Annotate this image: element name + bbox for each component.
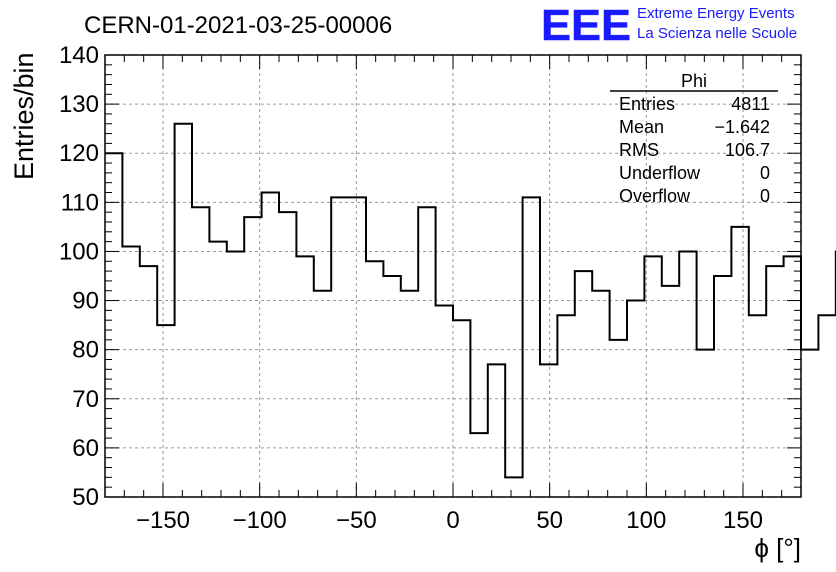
histogram-bin xyxy=(140,266,157,497)
histogram-bin xyxy=(279,212,296,497)
eee-logo: EEE xyxy=(541,1,631,50)
histogram-bin xyxy=(575,271,592,497)
histogram-bin xyxy=(192,207,209,497)
grid-layer xyxy=(105,55,801,497)
histogram-bin xyxy=(157,325,174,497)
y-tick-label: 50 xyxy=(72,484,99,511)
y-tick-label: 80 xyxy=(72,337,99,364)
stats-value-rms: 106.7 xyxy=(725,140,770,160)
histogram-bin xyxy=(679,251,696,497)
y-tick-label: 110 xyxy=(61,189,99,216)
y-tick-label: 70 xyxy=(72,386,99,413)
x-tick-label: −50 xyxy=(336,507,377,534)
x-tick-label: −100 xyxy=(233,507,287,534)
stats-label-mean: Mean xyxy=(619,117,664,137)
stats-label-rms: RMS xyxy=(619,140,659,160)
stats-box: Phi Entries 4811 Mean −1.642 RMS 106.7 U… xyxy=(610,71,778,206)
histogram-bin xyxy=(314,291,331,497)
histogram-bin xyxy=(749,315,766,497)
stats-title: Phi xyxy=(681,71,707,91)
stats-value-overflow: 0 xyxy=(760,186,770,206)
histogram-bin xyxy=(331,197,348,497)
histogram-bin xyxy=(383,276,400,497)
x-tick-label: 0 xyxy=(446,507,459,534)
stats-value-mean: −1.642 xyxy=(714,117,770,137)
x-tick-label: 150 xyxy=(723,507,763,534)
histogram-bin xyxy=(523,197,540,497)
histogram-bin xyxy=(401,291,418,497)
histogram-bin xyxy=(453,320,470,497)
histogram-bin xyxy=(366,261,383,497)
histogram-bin xyxy=(175,124,192,497)
histogram-bin xyxy=(470,433,487,497)
y-tick-label: 120 xyxy=(59,140,99,167)
logo-line-1: Extreme Energy Events xyxy=(637,5,795,22)
y-tick-label: 140 xyxy=(59,42,99,69)
histogram-bin xyxy=(801,350,818,497)
histogram-bin xyxy=(122,247,139,497)
logo-line-2: La Scienza nelle Scuole xyxy=(637,25,797,42)
stats-label-underflow: Underflow xyxy=(619,163,701,183)
histogram-bin xyxy=(784,256,801,497)
histogram-bin xyxy=(209,242,226,497)
histogram-bin xyxy=(488,364,505,497)
histogram-bin xyxy=(697,350,714,497)
run-title: CERN-01-2021-03-25-00006 xyxy=(84,12,392,39)
y-tick-label: 100 xyxy=(59,238,99,265)
histogram-bin xyxy=(766,266,783,497)
histogram-bin xyxy=(244,217,261,497)
histogram-bin xyxy=(557,315,574,497)
histogram-bin xyxy=(818,315,835,497)
stats-label-entries: Entries xyxy=(619,94,675,114)
stats-value-underflow: 0 xyxy=(760,163,770,183)
histogram-bin xyxy=(262,193,279,497)
histogram-bin xyxy=(436,305,453,497)
tick-label-layer: −150 −100 −50 0 50 100 150 50 60 70 80 90 100 110 120 1… xyxy=(59,42,763,534)
x-axis-label: ϕ [°] xyxy=(754,533,801,563)
stats-label-overflow: Overflow xyxy=(619,186,691,206)
histogram-bin xyxy=(349,197,366,497)
histogram-bin xyxy=(296,256,313,497)
histogram-bin xyxy=(105,153,122,497)
x-tick-label: 50 xyxy=(536,507,563,534)
tick-layer xyxy=(104,54,802,498)
histogram-bin xyxy=(505,477,522,497)
histogram-bin xyxy=(592,291,609,497)
y-axis-label: Entries/bin xyxy=(9,52,39,180)
x-tick-label: −150 xyxy=(136,507,190,534)
histogram-bin xyxy=(662,286,679,497)
histogram-bin xyxy=(227,251,244,497)
stats-value-entries: 4811 xyxy=(731,94,770,114)
histogram-bin xyxy=(540,364,557,497)
histogram-bin xyxy=(644,256,661,497)
histogram-bin xyxy=(731,227,748,497)
histogram-bin xyxy=(714,276,731,497)
histogram-bin xyxy=(418,207,435,497)
y-tick-label: 90 xyxy=(72,288,99,315)
y-tick-label: 60 xyxy=(72,435,99,462)
histogram-bin xyxy=(610,340,627,497)
x-tick-label: 100 xyxy=(626,507,666,534)
plot-frame xyxy=(104,54,802,498)
y-tick-label: 130 xyxy=(59,91,99,118)
histogram-bin xyxy=(627,301,644,497)
